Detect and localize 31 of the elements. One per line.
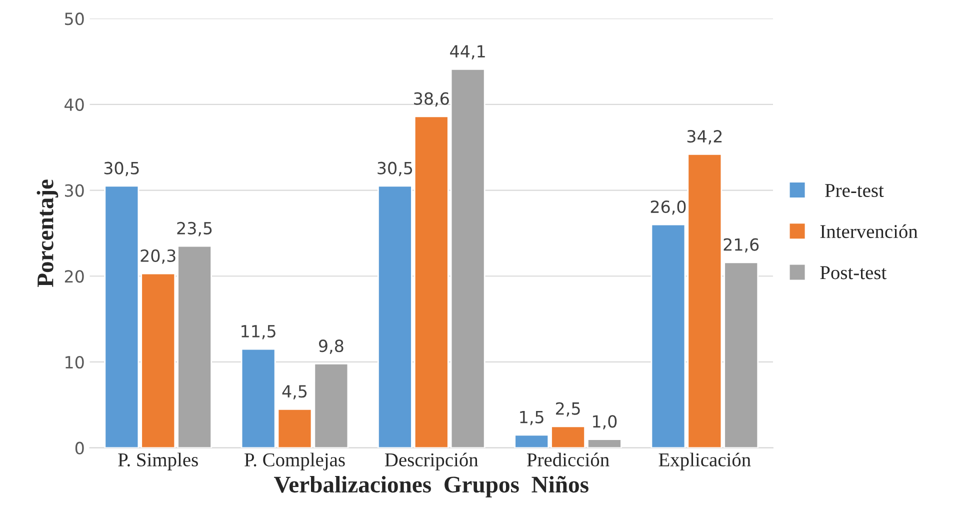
legend-label: Post-test bbox=[820, 266, 887, 280]
data-label: 20,3 bbox=[140, 249, 176, 264]
y-tick-label: 40 bbox=[64, 98, 84, 111]
y-tick-label: 10 bbox=[66, 356, 84, 369]
data-label: 4,5 bbox=[282, 385, 307, 400]
y-tick-label: 50 bbox=[65, 12, 84, 26]
y-tick-label: 0 bbox=[75, 442, 84, 454]
data-label: 30,5 bbox=[378, 162, 412, 176]
data-label: 23,5 bbox=[177, 222, 212, 236]
data-label: 34,2 bbox=[687, 130, 722, 144]
data-label: 9,8 bbox=[318, 340, 344, 354]
legend-label: Pre-test bbox=[825, 184, 884, 198]
data-label: 11,5 bbox=[242, 325, 276, 340]
legend-label: Intervención bbox=[820, 224, 918, 238]
data-label: 38,6 bbox=[414, 92, 449, 107]
data-label: 1,0 bbox=[593, 415, 617, 430]
y-tick-label: 30 bbox=[64, 184, 84, 197]
x-tick-label: Predicción bbox=[527, 452, 610, 466]
data-label: 21,6 bbox=[724, 238, 759, 253]
x-tick-label: Descripción bbox=[384, 452, 478, 470]
x-tick-label: P. Complejas bbox=[244, 452, 345, 470]
y-axis-title: Porcentaje bbox=[36, 180, 58, 287]
data-label: 1,5 bbox=[520, 411, 544, 426]
x-tick-label: P. Simples bbox=[118, 452, 198, 470]
x-axis-title: Verbalizaciones Grupos Niños bbox=[274, 476, 588, 498]
data-label: 30,5 bbox=[104, 162, 139, 176]
x-tick-label: Explicación bbox=[658, 452, 751, 470]
data-label: 2,5 bbox=[556, 402, 580, 417]
data-label: 44,1 bbox=[450, 45, 485, 60]
data-label: 26,0 bbox=[650, 200, 686, 215]
y-tick-label: 20 bbox=[64, 270, 84, 283]
